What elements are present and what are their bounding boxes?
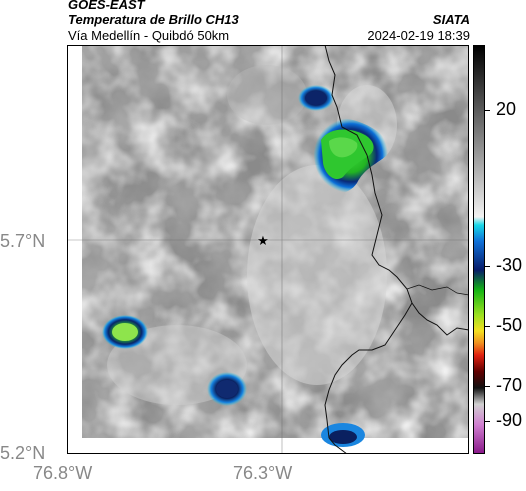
lon-tick: 76.3°W bbox=[233, 463, 293, 483]
brightness-temperature-field bbox=[82, 45, 469, 438]
convective-cells bbox=[102, 85, 388, 447]
colorbar bbox=[473, 45, 485, 454]
region-subtitle: Vía Medellín - Quibdó 50km bbox=[68, 28, 230, 43]
product-title: Temperatura de Brillo CH13 bbox=[68, 12, 239, 27]
colorbar-label: -30 bbox=[496, 255, 523, 275]
boundary-lines bbox=[324, 44, 470, 455]
lat-tick: 5.2°N bbox=[0, 443, 46, 463]
colorbar-label: -70 bbox=[496, 375, 523, 395]
colorbar-label: -90 bbox=[496, 410, 523, 430]
colorbar-label: -50 bbox=[496, 315, 523, 335]
map-canvas: ★ bbox=[67, 44, 470, 455]
lon-tick: 76.8°W bbox=[33, 463, 93, 483]
satellite-title: GOES-EAST bbox=[68, 0, 145, 12]
colorbar-gradient bbox=[474, 46, 484, 453]
agency-label: SIATA bbox=[432, 12, 470, 27]
graticule bbox=[67, 45, 469, 454]
colorbar-label: 20 bbox=[496, 99, 517, 119]
satellite-map: ★ bbox=[67, 44, 470, 455]
map-frame bbox=[67, 45, 469, 454]
datetime-label: 2024-02-19 18:39 bbox=[367, 28, 470, 43]
star-icon: ★ bbox=[257, 233, 269, 248]
lat-tick: 5.7°N bbox=[0, 231, 46, 251]
